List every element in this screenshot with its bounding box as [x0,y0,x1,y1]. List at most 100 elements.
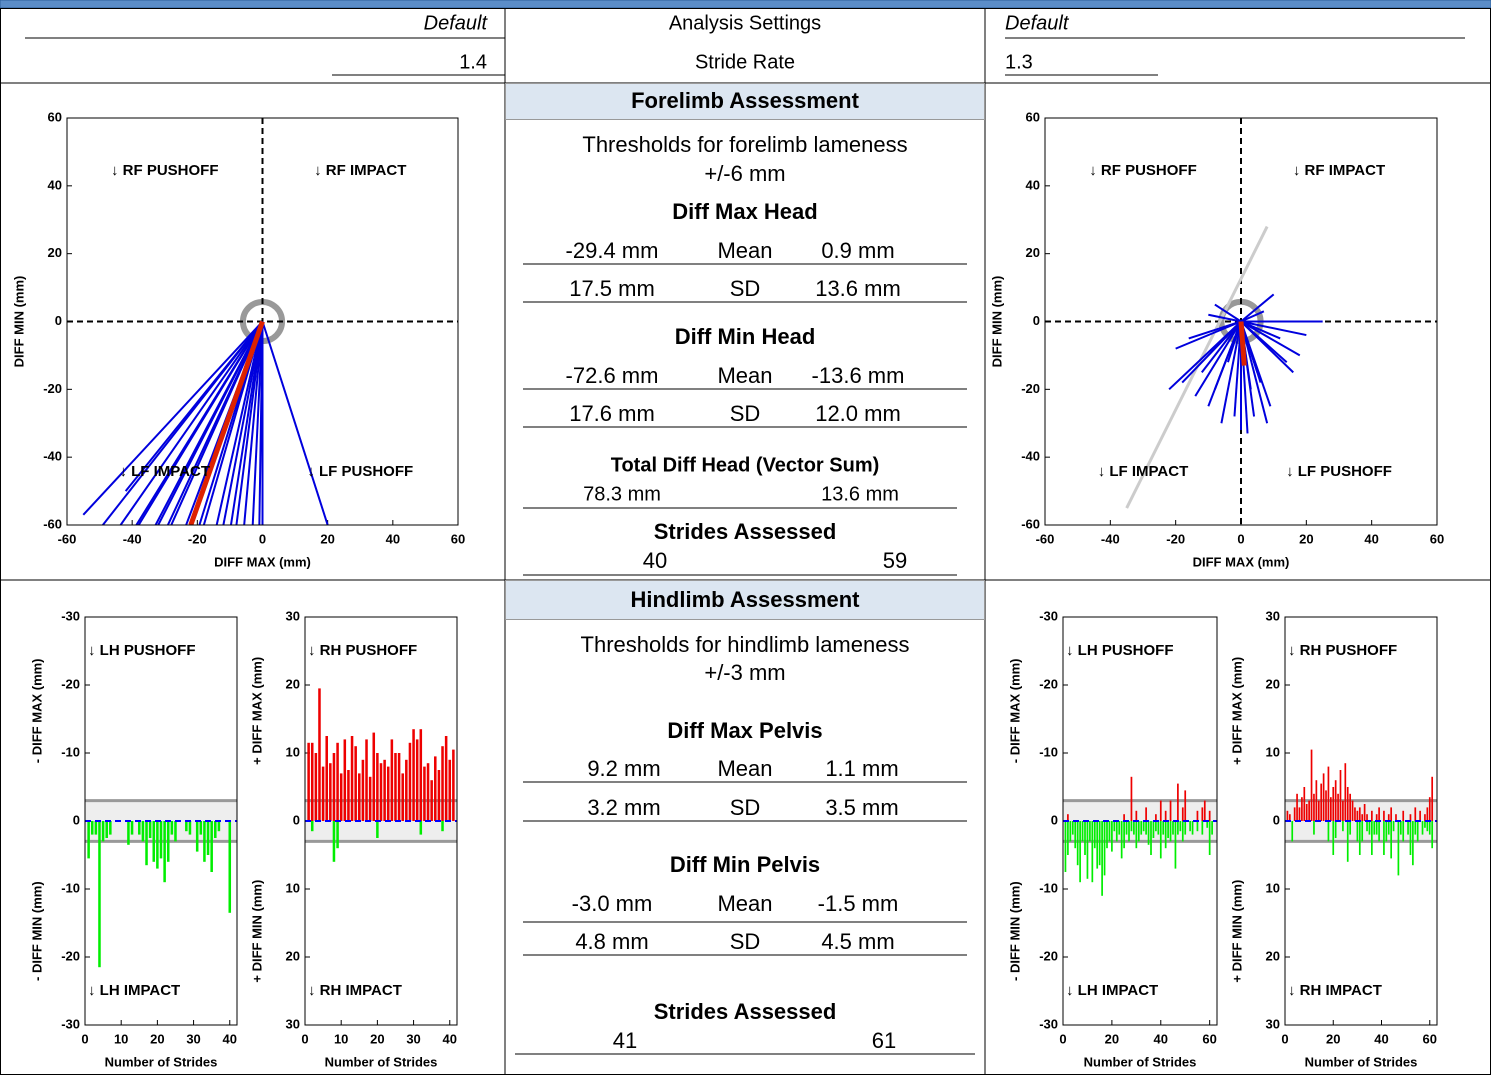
stat-left: -3.0 mm [572,891,653,916]
stride-bar [1358,807,1361,821]
y-tick-label: -40 [43,449,62,464]
stride-bar [1125,821,1128,835]
stride-bar [1076,821,1079,866]
stride-bar [1327,766,1330,821]
stride-bar [1332,787,1335,821]
stride-bar [448,759,452,821]
stride-bar [1375,814,1378,821]
stride-bar [1084,821,1086,855]
phase-label: ↓ LH IMPACT [1066,982,1158,999]
y-axis-label: DIFF MIN (mm) [989,276,1004,368]
stride-bar [376,753,379,821]
plot-area [85,799,237,968]
stride-bar [1155,814,1157,821]
stride-bar [1128,821,1130,842]
stride-bar [1155,821,1157,832]
stride-bar [170,821,174,835]
y-tick-label: 30 [1266,608,1280,623]
stride-vector [1213,321,1242,390]
stride-bar [141,821,145,842]
stride-bar [1177,783,1179,821]
stat-left: 17.6 mm [569,401,655,426]
stride-vector [170,321,264,525]
y-tick-label: -20 [61,676,80,691]
stride-bar [1424,814,1426,821]
stride-bar [1133,821,1135,835]
y-tick-label: 0 [1273,812,1280,827]
stride-bar [1101,821,1103,896]
x-tick-label: 40 [1154,1031,1168,1046]
x-tick-label: 10 [334,1031,348,1046]
stride-bar [444,736,448,821]
stride-bar [310,742,314,821]
stride-bar [1196,810,1199,821]
settings-label: Stride Rate [695,51,795,73]
stride-bar [166,821,170,862]
stat-right: 1.1 mm [825,756,898,781]
stride-vector [235,321,264,525]
stride-bar [1293,807,1296,821]
stride-bar [1142,821,1145,832]
stride-bar [1181,807,1184,821]
stride-bar [148,821,152,838]
stride-bar [1305,804,1308,821]
stat-title: Diff Max Head [672,199,817,224]
stride-vector [1240,293,1275,323]
phase-label: ↓ RH PUSHOFF [1288,642,1397,659]
stride-bar [185,821,188,832]
stride-bar [1366,814,1368,821]
y-tick-label: 10 [1266,744,1280,759]
stride-bar [354,746,357,821]
stride-bar [1145,821,1147,835]
stride-bar [1325,790,1327,821]
plot-frame [304,616,458,1026]
stride-bar [1203,800,1206,821]
stride-bar [314,753,318,821]
stride-bar [1069,821,1072,842]
x-tick-label: 20 [150,1031,164,1046]
stride-bar [1291,821,1294,842]
stride-bar [434,756,437,821]
stride-bar [1378,821,1380,842]
x-tick-label: -40 [123,531,142,546]
y-tick-label: 0 [293,812,300,827]
total-title: Total Diff Head (Vector Sum) [611,454,880,476]
stride-bar [394,753,397,821]
stride-bar [1067,821,1069,855]
stat-label: Mean [717,756,772,781]
y-tick-label: -10 [1039,880,1058,895]
stride-bar [1159,800,1162,821]
stride-bar [423,766,426,821]
y-tick-label: -30 [61,1016,80,1031]
stride-bar [1373,821,1376,835]
stride-bar [307,742,310,821]
stride-bar [1120,821,1123,859]
stride-bar [310,821,314,832]
stride-bar [1296,793,1298,821]
x-tick-label: 60 [1430,531,1444,546]
stride-bar [1313,793,1315,821]
section-title: Forelimb Assessment [631,88,859,113]
x-axis-label: Number of Strides [1084,1054,1197,1069]
strides-right: 59 [883,548,907,573]
stride-bar [1354,807,1356,821]
stride-bar [163,821,166,883]
stride-bar [1395,814,1397,821]
stride-bar [1089,821,1091,842]
stride-bar [1159,821,1162,859]
stride-vector [1194,320,1242,397]
x-tick-label: -20 [1166,531,1185,546]
y-tick-label: 30 [1266,1016,1280,1031]
stat-left: -72.6 mm [566,363,659,388]
stat-right: 4.5 mm [821,929,894,954]
stride-bar [1303,787,1306,821]
strides-left: 41 [613,1028,637,1053]
stride-bar [1349,793,1351,821]
y-tick-label: 40 [48,177,62,192]
x-tick-label: -40 [1101,531,1120,546]
stride-bar [1191,821,1194,835]
y-tick-label: 10 [286,880,300,895]
stride-bar [361,759,365,821]
plot-area [67,118,458,525]
stride-bar [1358,821,1361,855]
